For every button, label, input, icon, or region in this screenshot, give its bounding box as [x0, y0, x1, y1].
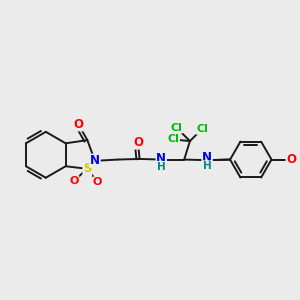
Text: Cl: Cl: [167, 134, 179, 145]
Text: Cl: Cl: [196, 124, 208, 134]
Text: O: O: [69, 176, 79, 186]
Text: O: O: [74, 118, 83, 131]
Text: O: O: [133, 136, 143, 149]
Text: N: N: [90, 154, 100, 167]
Text: N: N: [156, 152, 166, 165]
Text: H: H: [203, 161, 212, 171]
Text: O: O: [93, 177, 102, 187]
Text: H: H: [157, 162, 166, 172]
Text: Cl: Cl: [171, 123, 182, 133]
Text: S: S: [83, 162, 92, 175]
Text: N: N: [202, 152, 212, 164]
Text: O: O: [286, 153, 296, 166]
